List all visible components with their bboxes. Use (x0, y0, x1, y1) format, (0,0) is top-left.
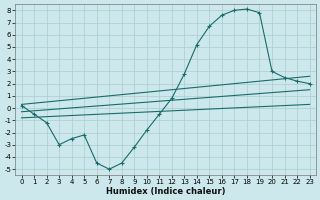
X-axis label: Humidex (Indice chaleur): Humidex (Indice chaleur) (106, 187, 225, 196)
